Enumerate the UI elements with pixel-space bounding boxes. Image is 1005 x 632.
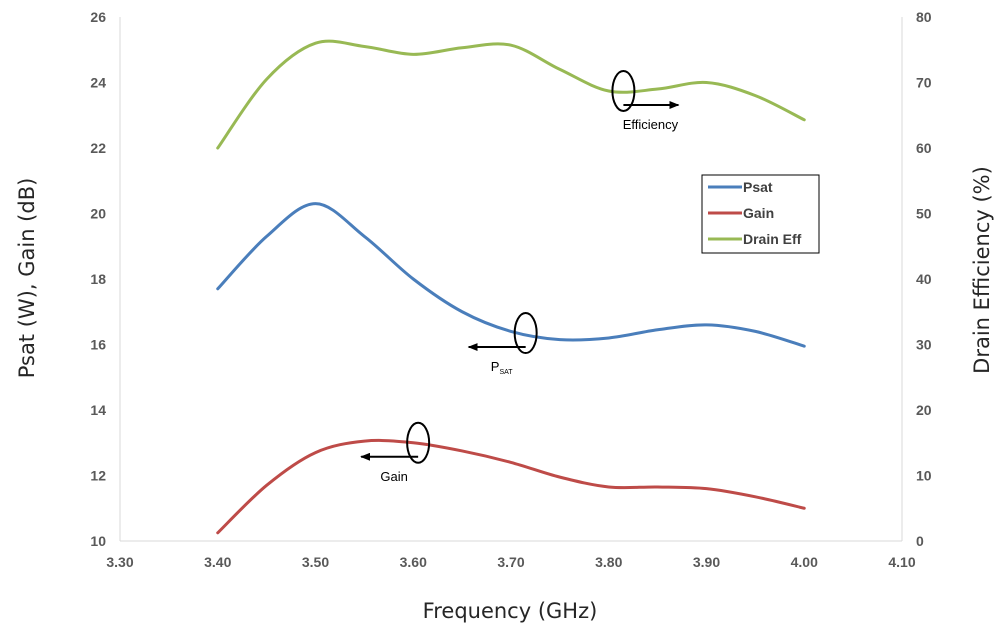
annotation-ellipse-gain (406, 421, 431, 464)
x-axis-title: Frequency (GHz) (423, 599, 598, 623)
series-line-psat (216, 202, 806, 348)
annotation-label-psat: PSAT (491, 359, 513, 376)
annotation-ellipse-psat (513, 312, 538, 355)
y-tick-label: 12 (90, 468, 106, 484)
y-tick-label: 24 (90, 75, 106, 91)
y2-tick-label: 10 (916, 468, 932, 484)
y-tick-label: 22 (90, 140, 106, 156)
y2-axis-title: Drain Efficiency (%) (970, 166, 994, 374)
y2-tick-label: 50 (916, 206, 932, 222)
y-tick-label: 14 (90, 402, 106, 418)
x-tick-label: 3.90 (693, 554, 720, 570)
annotation-label-main: Efficiency (623, 117, 679, 132)
legend-label-psat: Psat (743, 179, 773, 195)
y2-tick-label: 30 (916, 337, 932, 353)
series-line-drain-eff (216, 39, 806, 150)
y-tick-label: 10 (90, 533, 106, 549)
y-tick-label: 16 (90, 337, 106, 353)
annotation-label-subscript: SAT (499, 369, 513, 376)
x-tick-label: 3.80 (595, 554, 622, 570)
annotation-ellipse-drain-eff (611, 70, 636, 113)
x-tick-label: 3.30 (106, 554, 133, 570)
annotation-label-drain-eff: Efficiency (623, 117, 679, 132)
x-tick-label: 4.00 (791, 554, 818, 570)
y-axis-title: Psat (W), Gain (dB) (15, 178, 39, 379)
x-tick-label: 4.10 (888, 554, 915, 570)
y-tick-label: 20 (90, 206, 106, 222)
y2-tick-label: 70 (916, 75, 932, 91)
series-line-gain (216, 438, 806, 535)
x-tick-label: 3.40 (204, 554, 231, 570)
tick-labels: 3.30 3.40 3.50 3.60 3.70 3.80 3.90 4.00 4.10 10 12… (90, 9, 931, 570)
annotation-label-main: Gain (380, 469, 407, 484)
annotation-label-main: P (491, 359, 500, 374)
legend-label-gain: Gain (743, 205, 774, 221)
x-tick-label: 3.60 (400, 554, 427, 570)
y2-tick-label: 60 (916, 140, 932, 156)
series-lines (216, 39, 806, 535)
legend: Psat Gain Drain Eff (701, 174, 820, 254)
y2-tick-label: 0 (916, 533, 924, 549)
y2-tick-label: 20 (916, 402, 932, 418)
legend-label-drain-eff: Drain Eff (743, 231, 802, 247)
x-tick-label: 3.70 (497, 554, 524, 570)
annotations: Efficiency PSAT Gain (360, 70, 680, 484)
y-tick-label: 18 (90, 271, 106, 287)
axes (119, 17, 903, 542)
x-tick-label: 3.50 (302, 554, 329, 570)
annotation-label-gain: Gain (380, 469, 407, 484)
y2-tick-label: 80 (916, 9, 932, 25)
y-tick-label: 26 (90, 9, 106, 25)
y2-tick-label: 40 (916, 271, 932, 287)
